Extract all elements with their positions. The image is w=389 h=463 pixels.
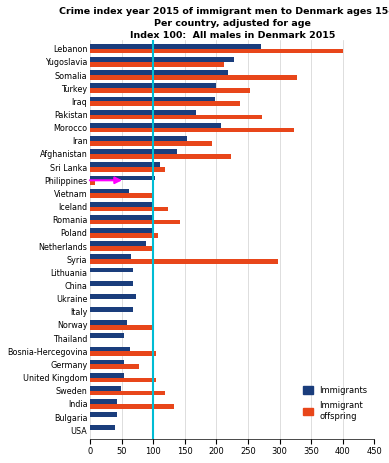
Bar	[90, 246, 152, 251]
Bar	[90, 220, 180, 225]
Bar	[90, 202, 152, 206]
Bar	[90, 123, 221, 128]
Bar	[90, 320, 127, 325]
Bar	[90, 154, 231, 159]
Bar	[90, 360, 124, 364]
Bar	[90, 163, 159, 167]
Bar	[90, 57, 234, 62]
Bar	[90, 281, 133, 286]
Bar	[90, 233, 158, 238]
Bar	[90, 114, 263, 119]
Title: Crime index year 2015 of immigrant men to Denmark ages 15-79
Per country, adjust: Crime index year 2015 of immigrant men t…	[59, 7, 389, 39]
Bar	[90, 101, 240, 106]
Bar	[90, 346, 130, 351]
Bar	[90, 294, 136, 299]
Bar	[90, 399, 117, 404]
Bar	[90, 75, 297, 80]
Bar	[90, 149, 177, 154]
Bar	[90, 215, 152, 220]
Bar	[90, 110, 196, 114]
Bar	[90, 364, 139, 369]
Bar	[90, 373, 124, 378]
Bar	[90, 206, 168, 211]
Bar	[90, 268, 133, 272]
Bar	[90, 386, 121, 391]
Bar	[90, 255, 131, 259]
Bar	[90, 259, 278, 264]
Bar	[90, 136, 187, 141]
Bar	[90, 351, 156, 356]
Bar	[90, 88, 250, 93]
Bar	[90, 194, 152, 198]
Bar	[90, 404, 174, 409]
Bar	[90, 391, 165, 395]
Bar	[90, 128, 294, 132]
Bar	[90, 97, 215, 101]
Bar	[90, 189, 130, 194]
Bar	[90, 307, 133, 312]
Bar	[90, 83, 216, 88]
Bar	[90, 180, 95, 185]
Bar	[90, 228, 152, 233]
Bar	[90, 241, 146, 246]
Bar	[90, 44, 261, 49]
Bar	[90, 167, 165, 172]
Bar	[90, 70, 228, 75]
Legend: Immigrants, Immigrant
offspring: Immigrants, Immigrant offspring	[300, 383, 370, 423]
Bar	[90, 62, 224, 67]
Bar	[90, 49, 343, 54]
Bar	[90, 378, 156, 382]
Bar	[90, 175, 155, 180]
Bar	[90, 141, 212, 145]
Bar	[90, 425, 116, 430]
Bar	[90, 333, 124, 338]
Bar	[90, 325, 152, 330]
Bar	[90, 413, 117, 417]
